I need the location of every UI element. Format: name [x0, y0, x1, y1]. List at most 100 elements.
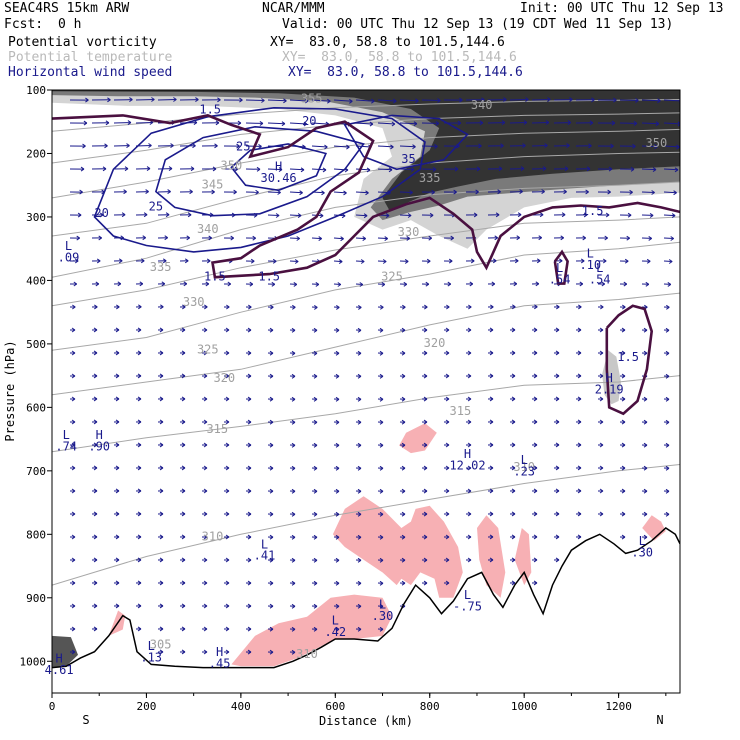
wind-vector-head-349	[384, 236, 388, 242]
wind-vector-head-541	[591, 97, 595, 103]
wind-vector-head-222	[281, 121, 286, 127]
wind-vector-head-220	[247, 649, 252, 655]
wind-vector-head-257	[291, 350, 296, 356]
wind-vector-head-468	[489, 396, 494, 402]
wind-vector-head-274	[322, 167, 327, 173]
legend-pv-xy: XY= 83.0, 58.8 to 101.5,144.6	[270, 35, 505, 50]
wind-vector-620	[663, 99, 680, 102]
wind-vector-head-358	[379, 442, 384, 448]
theta-contour-335	[52, 181, 680, 278]
wind-vector-head-54	[121, 212, 126, 218]
wind-vector-head-89	[137, 488, 142, 494]
wind-vector-head-494	[511, 511, 516, 517]
wind-vector-head-445	[467, 350, 472, 356]
wind-vector-head-168	[203, 603, 208, 609]
wind-vector-627	[663, 260, 673, 262]
theta-contour-325	[52, 241, 680, 351]
wind-vector-head-289	[313, 511, 318, 517]
wind-vector-head-35	[93, 327, 98, 333]
wind-vector-head-509	[533, 350, 538, 356]
wind-vector-head-287	[313, 465, 318, 471]
wind-vector-head-294	[313, 626, 318, 632]
wind-vector-head-183	[225, 373, 230, 379]
wind-vector-319	[355, 99, 375, 102]
wind-vector-head-457	[500, 143, 504, 149]
theta-label-0: 310	[202, 530, 224, 544]
wind-vector-head-557	[577, 465, 582, 471]
wind-vector-head-361	[379, 511, 384, 517]
wind-vector-head-206	[247, 327, 252, 333]
wind-vector-head-214	[247, 511, 252, 517]
pv-label-1: 1.5	[258, 269, 280, 283]
wind-vector-head-41	[93, 465, 98, 471]
wind-vector-head-520	[569, 97, 573, 103]
wind-vector-head-489	[511, 396, 516, 402]
extremum-value-15: .42	[324, 625, 346, 639]
wind-vector-head-285	[313, 419, 318, 425]
wind-vector-head-473	[489, 511, 494, 517]
wind-vector-head-436	[478, 143, 482, 149]
wind-vector-head-230	[270, 304, 274, 310]
wind-vector-head-119	[159, 626, 164, 632]
wind-vector-325	[355, 237, 366, 240]
wind-vector-head-578	[599, 488, 604, 494]
wind-speed-label-3: 25	[236, 139, 250, 153]
wind-vector-head-50	[127, 120, 132, 126]
wind-vector-head-234	[269, 396, 274, 402]
wind-vector-head-92	[137, 557, 142, 563]
wind-vector-head-31	[98, 235, 102, 241]
wind-vector-head-623	[674, 167, 679, 173]
wind-vector-head-554	[577, 396, 582, 402]
wind-vector-head-446	[467, 373, 472, 379]
wind-vector-head-295	[349, 98, 353, 104]
wind-vector-head-65	[115, 465, 120, 471]
wind-vector-head-193	[225, 603, 230, 609]
wind-vector-head-409	[423, 534, 428, 540]
wind-vector-head-299	[343, 190, 347, 196]
wind-vector-head-478	[522, 143, 526, 149]
wind-vector-head-549	[579, 281, 584, 287]
wind-vector-head-61	[115, 373, 120, 379]
wind-vector-head-539	[555, 534, 560, 540]
wind-vector-head-284	[313, 396, 318, 402]
wind-vector-head-537	[555, 488, 560, 494]
rh-shade-region-6	[642, 515, 666, 541]
wind-speed-contour-20	[93, 106, 426, 253]
theta-label-8: 350	[221, 158, 243, 172]
wind-vector-head-51	[126, 143, 130, 149]
theta-label-2: 320	[213, 371, 235, 385]
wind-vector-head-80	[139, 281, 144, 287]
wind-vector-head-352	[380, 304, 384, 310]
wind-vector-head-49	[129, 97, 133, 103]
theta-label-13: 315	[450, 404, 472, 418]
wind-vector-head-374	[404, 258, 409, 264]
extremum-value-14: 4.61	[45, 663, 74, 677]
wind-vector-head-345	[390, 144, 394, 150]
wind-vector-head-511	[533, 396, 538, 402]
wind-vector-498	[531, 99, 551, 101]
wind-vector-299	[333, 191, 347, 194]
terrain-line	[52, 527, 680, 669]
theta-label-16: 350	[646, 136, 668, 150]
wind-vector-head-37	[93, 373, 98, 379]
wind-vector-head-577	[599, 465, 604, 471]
theta-contour-315	[52, 375, 680, 453]
wind-vector-head-551	[577, 327, 582, 333]
wind-vector-head-213	[247, 488, 252, 494]
wind-vector-head-483	[514, 258, 519, 264]
y-tick-label-9: 1000	[20, 655, 47, 668]
wind-vector-head-62	[115, 396, 120, 402]
wind-vector-head-493	[511, 488, 516, 494]
wind-vector-head-362	[379, 534, 384, 540]
wind-vector-head-333	[357, 419, 362, 425]
wind-vector-622	[663, 145, 680, 148]
wind-vector-head-521	[567, 120, 572, 126]
wind-vector-369	[399, 145, 416, 148]
contour-labels: 310 315 320 325 330 335 340 345 350 355 330 325 320 3…	[45, 92, 668, 677]
wind-vector-head-306	[335, 350, 340, 356]
wind-vector-head-610	[643, 327, 648, 333]
wind-vector-head-16	[71, 465, 76, 471]
wind-vector-295	[333, 99, 353, 102]
wind-vector-head-203	[250, 258, 255, 264]
x-tick-label-0: 0	[49, 700, 56, 713]
